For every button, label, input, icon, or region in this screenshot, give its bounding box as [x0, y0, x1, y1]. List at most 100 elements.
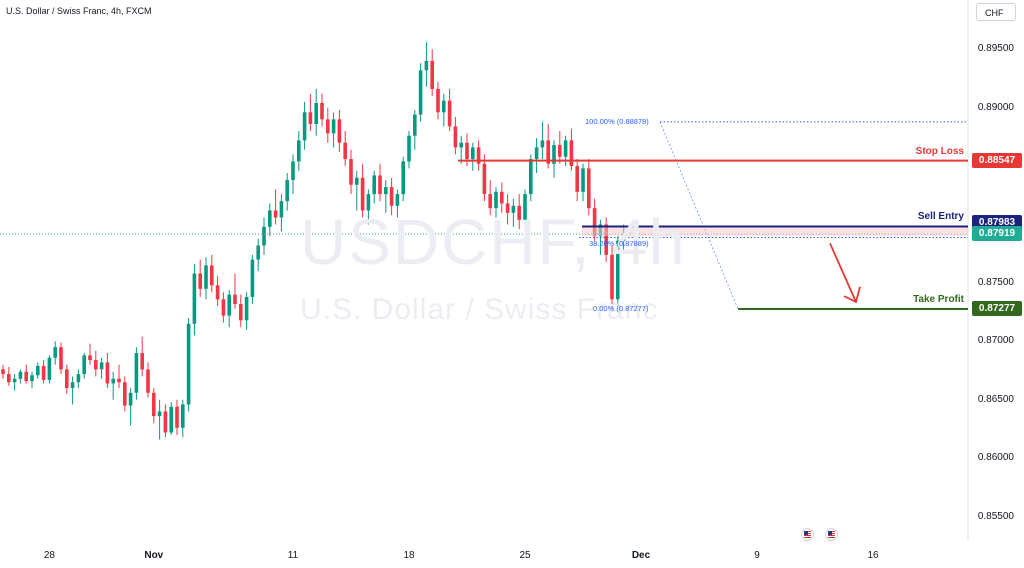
currency-button[interactable]: CHF — [976, 3, 1016, 21]
candle-body — [82, 355, 86, 375]
candle-body — [117, 378, 121, 383]
price-tick-label: 0.86000 — [977, 452, 1014, 464]
candle-body — [94, 360, 98, 370]
candle-body — [453, 126, 458, 148]
candle-body — [291, 161, 295, 181]
candle-body — [552, 145, 556, 164]
candle-body — [563, 140, 568, 157]
sell-entry-label: Sell Entry — [917, 211, 964, 223]
candle-body — [430, 60, 434, 89]
candle-body — [436, 88, 440, 113]
candle-body — [587, 168, 591, 209]
take-profit-label: Take Profit — [913, 293, 964, 305]
candle-body — [215, 285, 220, 300]
candle-body — [233, 294, 237, 304]
candle-body — [517, 205, 521, 220]
candle-body — [273, 210, 278, 218]
candle-body — [140, 353, 144, 370]
entry-zone — [582, 226, 968, 236]
stop-loss-label: Stop Loss — [915, 145, 964, 157]
candle-body — [488, 194, 492, 209]
candle-body — [210, 265, 214, 286]
candle-body — [279, 201, 284, 218]
candle-body — [128, 392, 133, 406]
candle-body — [413, 114, 417, 136]
candle-body — [70, 382, 75, 389]
candle-body — [47, 357, 52, 380]
stop-loss-price-tag: 0.88547 — [972, 153, 1022, 169]
candle-body — [482, 163, 487, 195]
candle-body — [30, 375, 34, 382]
candle-body — [424, 60, 429, 71]
candle-body — [53, 347, 57, 358]
candle-body — [1, 369, 5, 375]
projection-arrow-head — [843, 286, 861, 304]
candle-body — [175, 406, 179, 428]
candle-body — [314, 102, 318, 124]
candle-body — [401, 161, 405, 195]
candle-body — [389, 187, 394, 206]
price-tick-label: 0.85500 — [977, 510, 1014, 522]
candle-body — [621, 233, 626, 241]
candle-body — [308, 112, 313, 124]
fib-level-label: 100.00% (0.88878) — [585, 116, 649, 126]
candle-body — [442, 100, 446, 113]
candle-body — [262, 226, 266, 246]
candle-body — [331, 119, 336, 134]
candle-body — [24, 371, 28, 382]
time-tick-label: 28 — [43, 550, 55, 561]
us-flag-event-icon[interactable] — [825, 528, 838, 541]
candle-body — [123, 382, 127, 406]
candle-body — [384, 187, 388, 195]
candle-body — [459, 142, 463, 148]
candle-body — [268, 210, 272, 227]
candle-body — [192, 273, 197, 324]
candle-body — [529, 159, 533, 195]
candle-body — [99, 362, 104, 370]
candle-body — [302, 112, 307, 141]
candle-body — [610, 254, 614, 300]
time-tick-label: 18 — [403, 550, 415, 561]
candle-body — [250, 259, 255, 297]
candle-body — [366, 194, 371, 211]
candle-body — [186, 323, 191, 405]
candle-body — [447, 100, 452, 127]
candle-body — [41, 365, 46, 380]
candle-body — [7, 374, 11, 383]
time-tick-label: 9 — [754, 550, 760, 561]
price-tick-label: 0.86500 — [977, 393, 1014, 405]
candle-body — [198, 273, 202, 289]
candle-body — [320, 102, 324, 120]
fib-level-label: 38.20% (0.87889) — [589, 239, 649, 249]
time-tick-label: Dec — [631, 550, 651, 561]
candle-body — [395, 194, 400, 206]
candle-body — [546, 140, 550, 164]
candle-body — [355, 177, 359, 185]
candle-body — [239, 303, 243, 321]
time-tick-label: 11 — [287, 550, 299, 561]
price-tick-label: 0.87500 — [977, 276, 1014, 288]
price-tick-label: 0.89000 — [977, 101, 1014, 113]
candle-body — [465, 142, 469, 160]
candle-body — [534, 147, 539, 160]
price-tick-label: 0.89500 — [977, 43, 1014, 55]
candle-body — [511, 205, 516, 213]
fib-level-label: 0.00% (0.87277) — [593, 303, 649, 313]
candle-body — [221, 299, 226, 316]
price-tick-label: 0.87000 — [977, 335, 1014, 347]
candle-body — [18, 371, 23, 379]
candle-body — [227, 294, 231, 316]
chart-title: U.S. Dollar / Swiss Franc, 4h, FXCM — [6, 6, 152, 16]
candle-body — [244, 296, 249, 321]
candle-body — [256, 245, 260, 260]
candle-body — [12, 378, 17, 383]
candle-body — [169, 406, 173, 433]
candle-body — [523, 194, 527, 220]
candle-body — [575, 166, 579, 192]
candle-body — [326, 119, 330, 134]
candle-body — [181, 404, 185, 428]
us-flag-event-icon[interactable] — [801, 528, 814, 541]
time-tick-label: 16 — [867, 550, 879, 561]
candle-body — [500, 191, 504, 204]
